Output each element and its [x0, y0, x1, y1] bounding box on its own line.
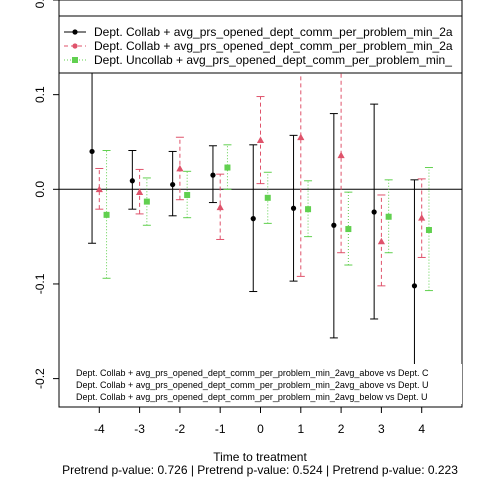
pretrend-caption: Pretrend p-value: 0.726 | Pretrend p-val… [62, 463, 458, 477]
point-estimate [129, 178, 135, 184]
legend-entry-3: Dept. Uncollab + avg_prs_opened_dept_com… [94, 53, 452, 67]
point-estimate [290, 205, 297, 211]
legend-marker-2 [72, 43, 78, 49]
legend-marker-3 [72, 57, 78, 63]
axes: -4 -3 -2 -1 0 1 2 3 4 -0.2 -0.1 0.0 0.1 0.2 [33, 0, 425, 436]
point-estimate [250, 216, 256, 222]
legend-keys [64, 29, 86, 63]
y-tick-label: 0.1 [33, 86, 47, 103]
point-estimate [103, 211, 110, 218]
point-estimate [377, 237, 385, 245]
point-estimate [170, 181, 176, 188]
series-1 [88, 58, 419, 399]
y-tick-label: -0.2 [33, 368, 47, 389]
point-estimate [256, 136, 265, 143]
point-estimate [95, 185, 103, 193]
point-estimate [337, 151, 345, 159]
point-estimate [418, 214, 426, 221]
series-2 [95, 44, 426, 287]
x-tick-label: -3 [134, 422, 145, 436]
point-estimate [385, 213, 392, 220]
annotation-3: Dept. Collab + avg_prs_opened_dept_comm_… [76, 392, 427, 402]
point-estimate [210, 172, 216, 178]
x-tick-label: -2 [175, 422, 186, 436]
y-tick-label: 0.2 [33, 0, 47, 8]
x-axis-title: Time to treatment [213, 450, 307, 464]
point-estimate [216, 203, 224, 211]
point-estimate [143, 198, 150, 205]
point-estimate [305, 206, 312, 213]
x-tick-label: 0 [257, 422, 264, 436]
pairwise-annotations: Dept. Collab + avg_prs_opened_dept_comm_… [70, 364, 462, 404]
legend-marker-1 [72, 29, 78, 35]
point-estimate [224, 164, 231, 171]
x-tick-label: -1 [215, 422, 226, 436]
point-estimate [371, 209, 377, 215]
legend-entry-1: Dept. Collab + avg_prs_opened_dept_comm_… [94, 25, 453, 39]
point-estimate [89, 148, 95, 155]
point-estimate [264, 194, 271, 201]
legend: Dept. Collab + avg_prs_opened_dept_comm_… [58, 15, 463, 74]
point-estimate [176, 164, 184, 172]
point-estimate [136, 188, 144, 196]
point-estimate [297, 133, 305, 141]
point-estimate [345, 226, 352, 233]
legend-box [58, 15, 463, 74]
annotation-2: Dept. Collab + avg_prs_opened_dept_comm_… [76, 380, 428, 390]
data-marks [59, 44, 462, 399]
annotation-1: Dept. Collab + avg_prs_opened_dept_comm_… [76, 368, 429, 378]
x-tick-label: 2 [338, 422, 345, 436]
x-tick-label: 3 [378, 422, 385, 436]
point-estimate [425, 227, 432, 234]
point-estimate [331, 222, 337, 228]
x-tick-label: 1 [297, 422, 304, 436]
x-tick-label: 4 [418, 422, 425, 436]
y-tick-label: 0.0 [33, 181, 47, 198]
annotation-box [70, 364, 462, 404]
point-estimate [411, 283, 418, 289]
series-3 [102, 144, 433, 292]
legend-entry-2: Dept. Collab + avg_prs_opened_dept_comm_… [94, 39, 453, 53]
x-tick-label: -4 [94, 422, 105, 436]
point-estimate [184, 191, 191, 198]
y-tick-label: -0.1 [33, 273, 47, 294]
